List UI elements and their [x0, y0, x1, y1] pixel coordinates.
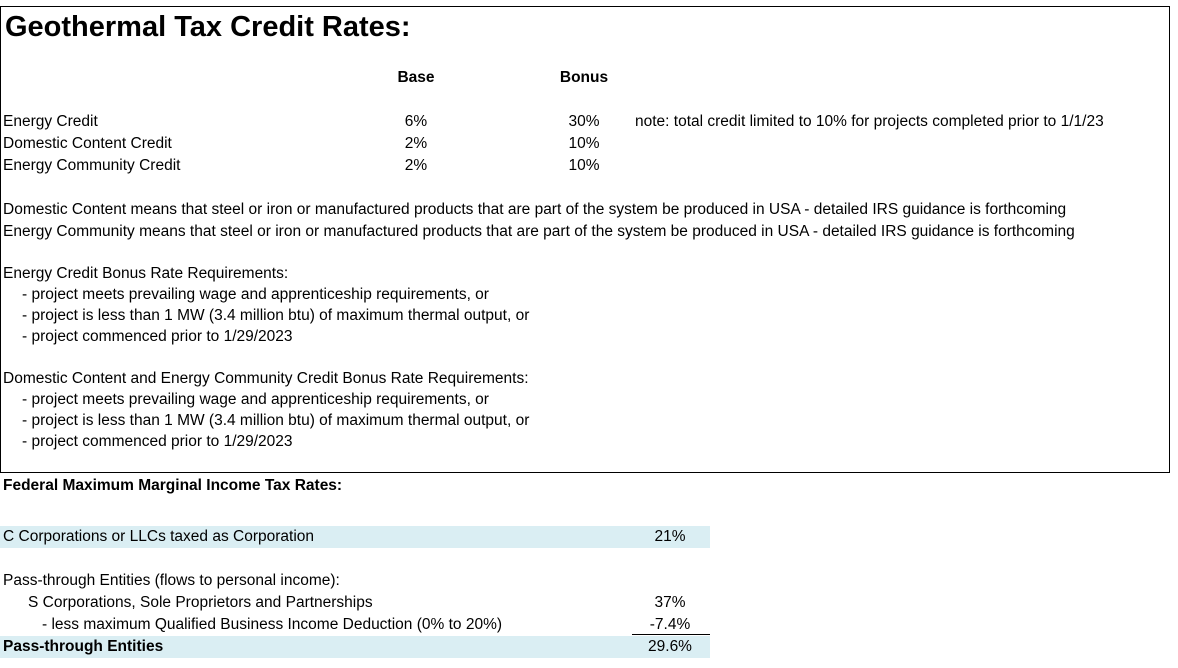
s-corp-label: S Corporations, Sole Proprietors and Par… — [28, 594, 373, 611]
credit-row-note: note: total credit limited to 10% for pr… — [635, 113, 1104, 130]
credit-row-bonus: 10% — [568, 157, 600, 174]
requirements-heading: Domestic Content and Energy Community Cr… — [3, 370, 529, 387]
pass-through-total-label: Pass-through Entities — [3, 638, 164, 655]
credit-row-label: Domestic Content Credit — [3, 135, 172, 152]
credit-row-bonus: 30% — [568, 113, 600, 130]
requirement-item: - project commenced prior to 1/29/2023 — [22, 328, 293, 345]
federal-title: Federal Maximum Marginal Income Tax Rate… — [3, 477, 343, 494]
geothermal-title: Geothermal Tax Credit Rates: — [5, 11, 411, 43]
requirements-heading: Energy Credit Bonus Rate Requirements: — [3, 265, 289, 282]
requirement-item: - project meets prevailing wage and appr… — [22, 391, 489, 408]
credit-row-base: 2% — [404, 135, 428, 152]
credit-row-base: 6% — [404, 113, 428, 130]
pass-through-total-rate: 29.6% — [648, 638, 692, 655]
qbi-deduction-rate: -7.4% — [649, 616, 691, 633]
column-header-bonus: Bonus — [559, 69, 609, 86]
credit-row-label: Energy Community Credit — [3, 157, 181, 174]
column-header-base: Base — [397, 69, 435, 86]
requirement-item: - project is less than 1 MW (3.4 million… — [22, 412, 530, 429]
credit-row-bonus: 10% — [568, 135, 600, 152]
pass-through-total-highlight — [0, 636, 710, 658]
requirement-item: - project meets prevailing wage and appr… — [22, 286, 489, 303]
credit-row-label: Energy Credit — [3, 113, 98, 130]
s-corp-rate: 37% — [654, 594, 686, 611]
qbi-deduction-label: - less maximum Qualified Business Income… — [42, 616, 503, 633]
c-corp-label: C Corporations or LLCs taxed as Corporat… — [3, 528, 315, 545]
definition-energy-community: Energy Community means that steel or iro… — [3, 223, 1075, 240]
requirement-item: - project commenced prior to 1/29/2023 — [22, 433, 293, 450]
c-corp-highlight — [0, 526, 710, 548]
requirement-item: - project is less than 1 MW (3.4 million… — [22, 307, 530, 324]
subtotal-rule — [632, 634, 710, 635]
geothermal-section-border — [0, 6, 1170, 473]
definition-domestic-content: Domestic Content means that steel or iro… — [3, 201, 1067, 218]
c-corp-rate: 21% — [654, 528, 686, 545]
pass-through-heading: Pass-through Entities (flows to personal… — [3, 572, 340, 589]
credit-row-base: 2% — [404, 157, 428, 174]
